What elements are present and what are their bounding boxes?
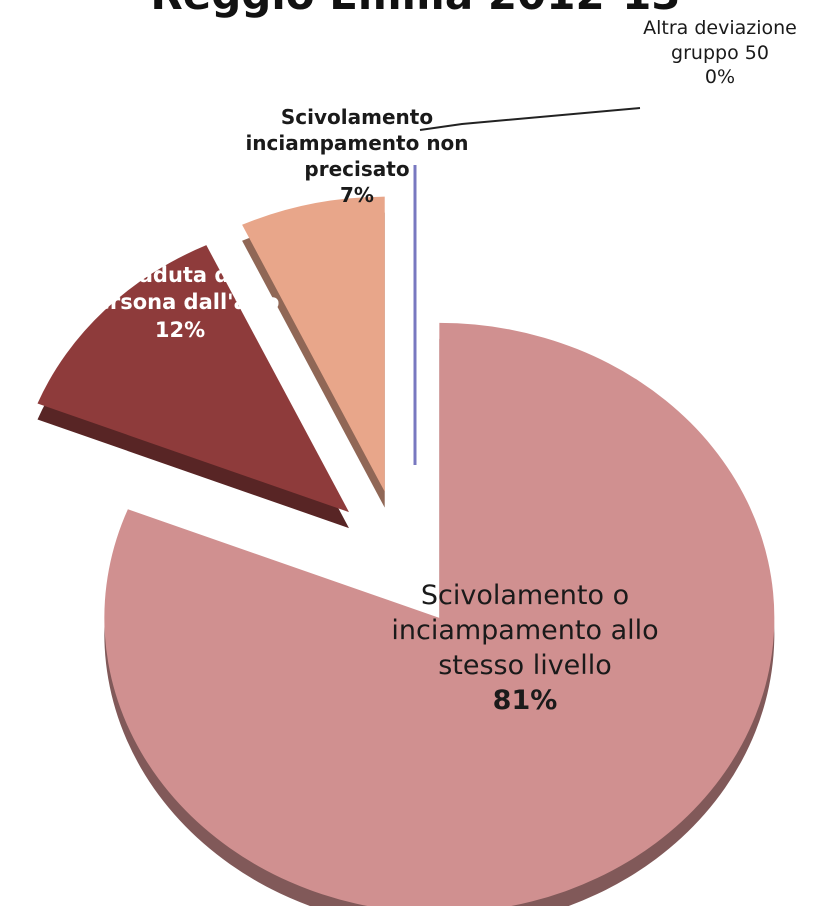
- category-label: Scivolamento o inciampamento allo stesso…: [391, 580, 659, 682]
- category-label: Caduta di persona dall'alto: [80, 263, 280, 315]
- category-label: Altra deviazione gruppo 50: [643, 17, 797, 64]
- slice-label: Altra deviazione gruppo 50 0%: [630, 16, 810, 90]
- slice: [37, 245, 349, 513]
- slice-label: Scivolamento inciampamento non precisato…: [222, 104, 492, 208]
- slice-label: Scivolamento o inciampamento allo stesso…: [360, 578, 690, 718]
- slice: [242, 196, 385, 492]
- leader-line: [419, 107, 641, 131]
- category-label: Scivolamento inciampamento non precisato: [245, 105, 469, 181]
- value-label: 0%: [704, 66, 736, 89]
- chart-title: Reggio Emilia 2012-13: [0, 0, 831, 19]
- slice-label: Caduta di persona dall'alto 12%: [80, 262, 280, 344]
- value-label: 7%: [340, 183, 374, 207]
- value-label: 12%: [154, 317, 206, 342]
- slice: [104, 322, 775, 906]
- value-label: 81%: [492, 685, 558, 717]
